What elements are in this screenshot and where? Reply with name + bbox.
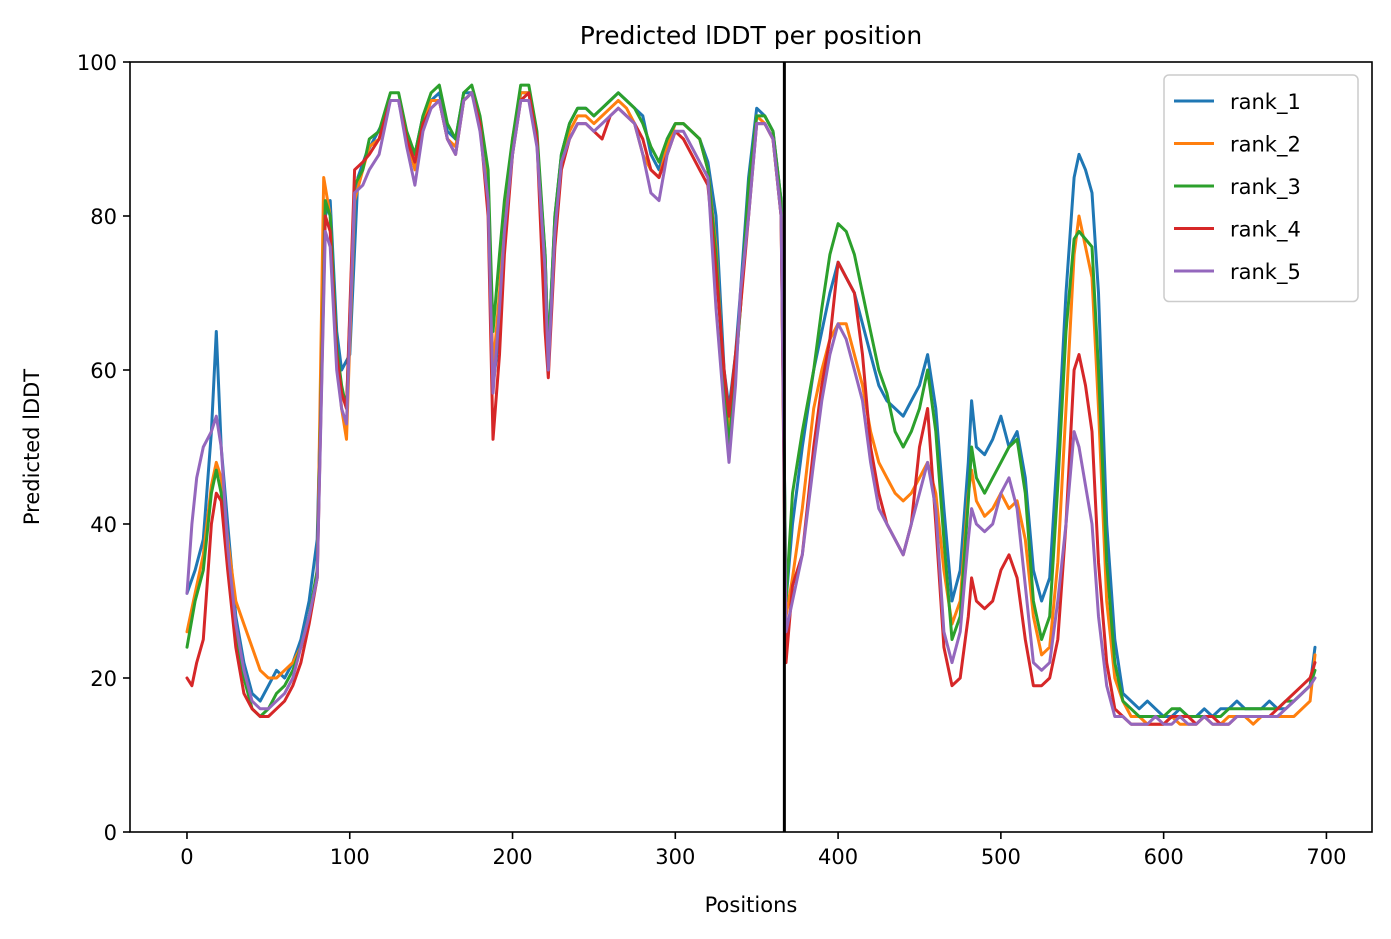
legend-box [1163,74,1359,303]
chart-title: Predicted lDDT per position [580,21,922,50]
x-tick-label: 0 [180,845,193,869]
x-tick-label: 600 [1144,845,1184,869]
series-layer [185,83,1317,726]
series-line-rank-5 [185,91,1317,726]
y-tick-label: 0 [104,821,117,845]
legend-label: rank_5 [1230,260,1301,285]
x-tick-label: 500 [981,845,1021,869]
y-tick-label: 60 [90,359,117,383]
y-tick-label: 20 [90,667,117,691]
y-tick-label: 80 [90,205,117,229]
legend: rank_1 rank_2 rank_3 rank_4 rank_5 [1163,74,1359,303]
y-tick-label: 40 [90,513,117,537]
x-tick-label: 300 [655,845,695,869]
x-tick-label: 700 [1306,845,1346,869]
y-axis-label: Predicted lDDT [20,369,44,525]
x-tick-label: 100 [330,845,370,869]
legend-label: rank_3 [1230,175,1301,200]
x-tick-label: 200 [492,845,532,869]
x-axis: 0 100 200 300 400 500 600 700 [180,832,1346,869]
legend-label: rank_2 [1230,133,1301,158]
y-axis: 0 20 40 60 80 100 [77,51,130,845]
plot-frame [129,61,1373,833]
legend-label: rank_1 [1230,90,1301,115]
y-tick-label: 100 [77,51,117,75]
legend-label: rank_4 [1230,218,1301,243]
x-axis-label: Positions [705,893,798,917]
x-tick-label: 400 [818,845,858,869]
